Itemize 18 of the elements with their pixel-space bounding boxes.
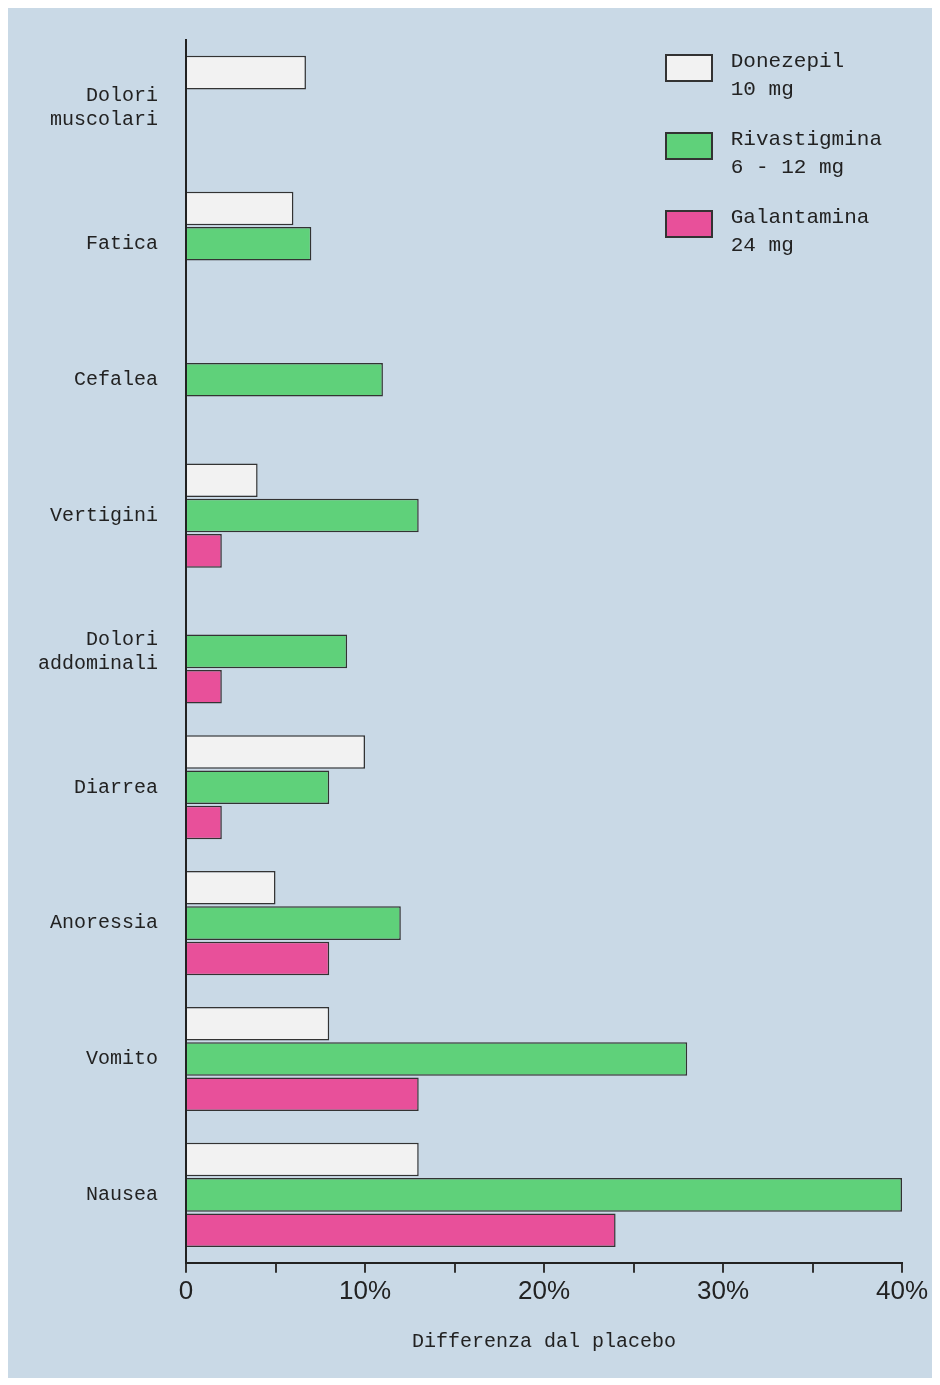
- x-tick-label: 10%: [338, 1274, 392, 1305]
- y-tick-label: Anoressia: [49, 911, 159, 935]
- y-tick-label: Vomito: [86, 1047, 159, 1071]
- legend-label: Galantamina 24 mg: [730, 205, 870, 259]
- y-tick-label: Diarrea: [74, 775, 159, 799]
- y-tick-label: Nausea: [86, 1183, 159, 1207]
- legend-label: Rivastigmina 6 - 12 mg: [730, 127, 882, 181]
- y-tick-label: Cefalea: [74, 367, 159, 391]
- x-tick-label: 30%: [696, 1274, 750, 1305]
- x-tick-label: 0: [178, 1274, 194, 1305]
- x-tick-label: 40%: [875, 1274, 929, 1305]
- y-tick-label: Vertigini: [49, 503, 159, 527]
- legend-label: Donezepil 10 mg: [730, 49, 845, 103]
- y-tick-label: Dolori addominali: [37, 627, 159, 675]
- x-axis-title: Differenza dal placebo: [411, 1330, 677, 1354]
- y-tick-label: Fatica: [86, 232, 159, 256]
- y-tick-label: Dolori muscolari: [49, 84, 159, 132]
- x-tick-label: 20%: [517, 1274, 571, 1305]
